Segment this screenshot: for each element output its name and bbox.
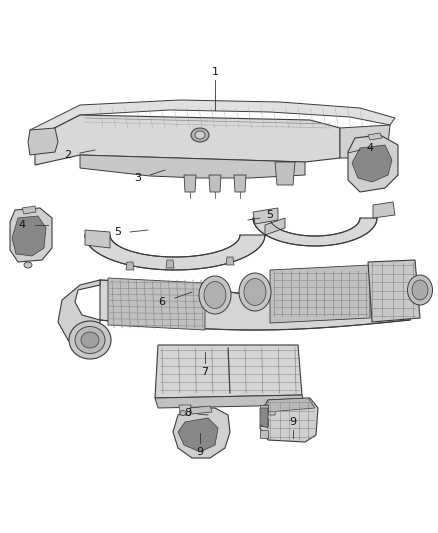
Polygon shape: [260, 405, 268, 413]
Text: 9: 9: [196, 447, 204, 457]
Polygon shape: [190, 406, 212, 414]
Polygon shape: [275, 162, 295, 185]
Polygon shape: [58, 280, 100, 350]
Ellipse shape: [412, 280, 428, 300]
Polygon shape: [85, 235, 265, 270]
Text: 5: 5: [114, 227, 121, 237]
Ellipse shape: [244, 279, 266, 305]
Polygon shape: [12, 216, 46, 256]
Ellipse shape: [239, 273, 271, 311]
Ellipse shape: [191, 128, 209, 142]
Polygon shape: [348, 135, 398, 192]
Polygon shape: [80, 155, 305, 178]
Polygon shape: [352, 145, 392, 182]
Polygon shape: [179, 405, 191, 415]
Polygon shape: [260, 418, 268, 426]
Polygon shape: [173, 408, 230, 458]
Ellipse shape: [81, 332, 99, 348]
Polygon shape: [35, 115, 340, 165]
Polygon shape: [155, 395, 305, 408]
Ellipse shape: [69, 321, 111, 359]
Text: 9: 9: [290, 417, 297, 427]
Text: 5: 5: [266, 210, 273, 220]
Polygon shape: [85, 230, 110, 248]
Polygon shape: [126, 262, 134, 270]
Polygon shape: [155, 345, 302, 398]
Ellipse shape: [199, 276, 231, 314]
Polygon shape: [166, 260, 174, 268]
Polygon shape: [184, 175, 196, 192]
Polygon shape: [10, 208, 52, 262]
Ellipse shape: [407, 275, 432, 305]
Polygon shape: [226, 257, 234, 265]
Polygon shape: [209, 175, 221, 192]
Polygon shape: [30, 100, 395, 138]
Text: 1: 1: [212, 67, 219, 77]
Polygon shape: [28, 128, 58, 155]
Polygon shape: [108, 278, 205, 330]
Polygon shape: [22, 206, 36, 214]
Polygon shape: [260, 398, 318, 442]
Polygon shape: [368, 260, 420, 322]
Polygon shape: [260, 408, 268, 428]
Text: 4: 4: [367, 143, 374, 153]
Text: 7: 7: [201, 367, 208, 377]
Polygon shape: [264, 405, 276, 415]
Polygon shape: [368, 133, 382, 140]
Polygon shape: [100, 280, 410, 330]
Ellipse shape: [180, 410, 186, 416]
Polygon shape: [268, 398, 315, 412]
Polygon shape: [340, 125, 390, 158]
Polygon shape: [253, 218, 377, 246]
Text: 3: 3: [134, 173, 141, 183]
Ellipse shape: [75, 327, 105, 353]
Text: 6: 6: [159, 297, 166, 307]
Polygon shape: [178, 418, 218, 452]
Ellipse shape: [195, 131, 205, 139]
Text: 8: 8: [184, 408, 191, 418]
Text: 4: 4: [18, 220, 25, 230]
Polygon shape: [265, 218, 285, 235]
Polygon shape: [373, 202, 395, 218]
Polygon shape: [270, 265, 370, 323]
Polygon shape: [253, 208, 278, 224]
Text: 2: 2: [64, 150, 71, 160]
Ellipse shape: [24, 262, 32, 268]
Polygon shape: [234, 175, 246, 192]
Polygon shape: [260, 430, 268, 438]
Ellipse shape: [204, 281, 226, 309]
